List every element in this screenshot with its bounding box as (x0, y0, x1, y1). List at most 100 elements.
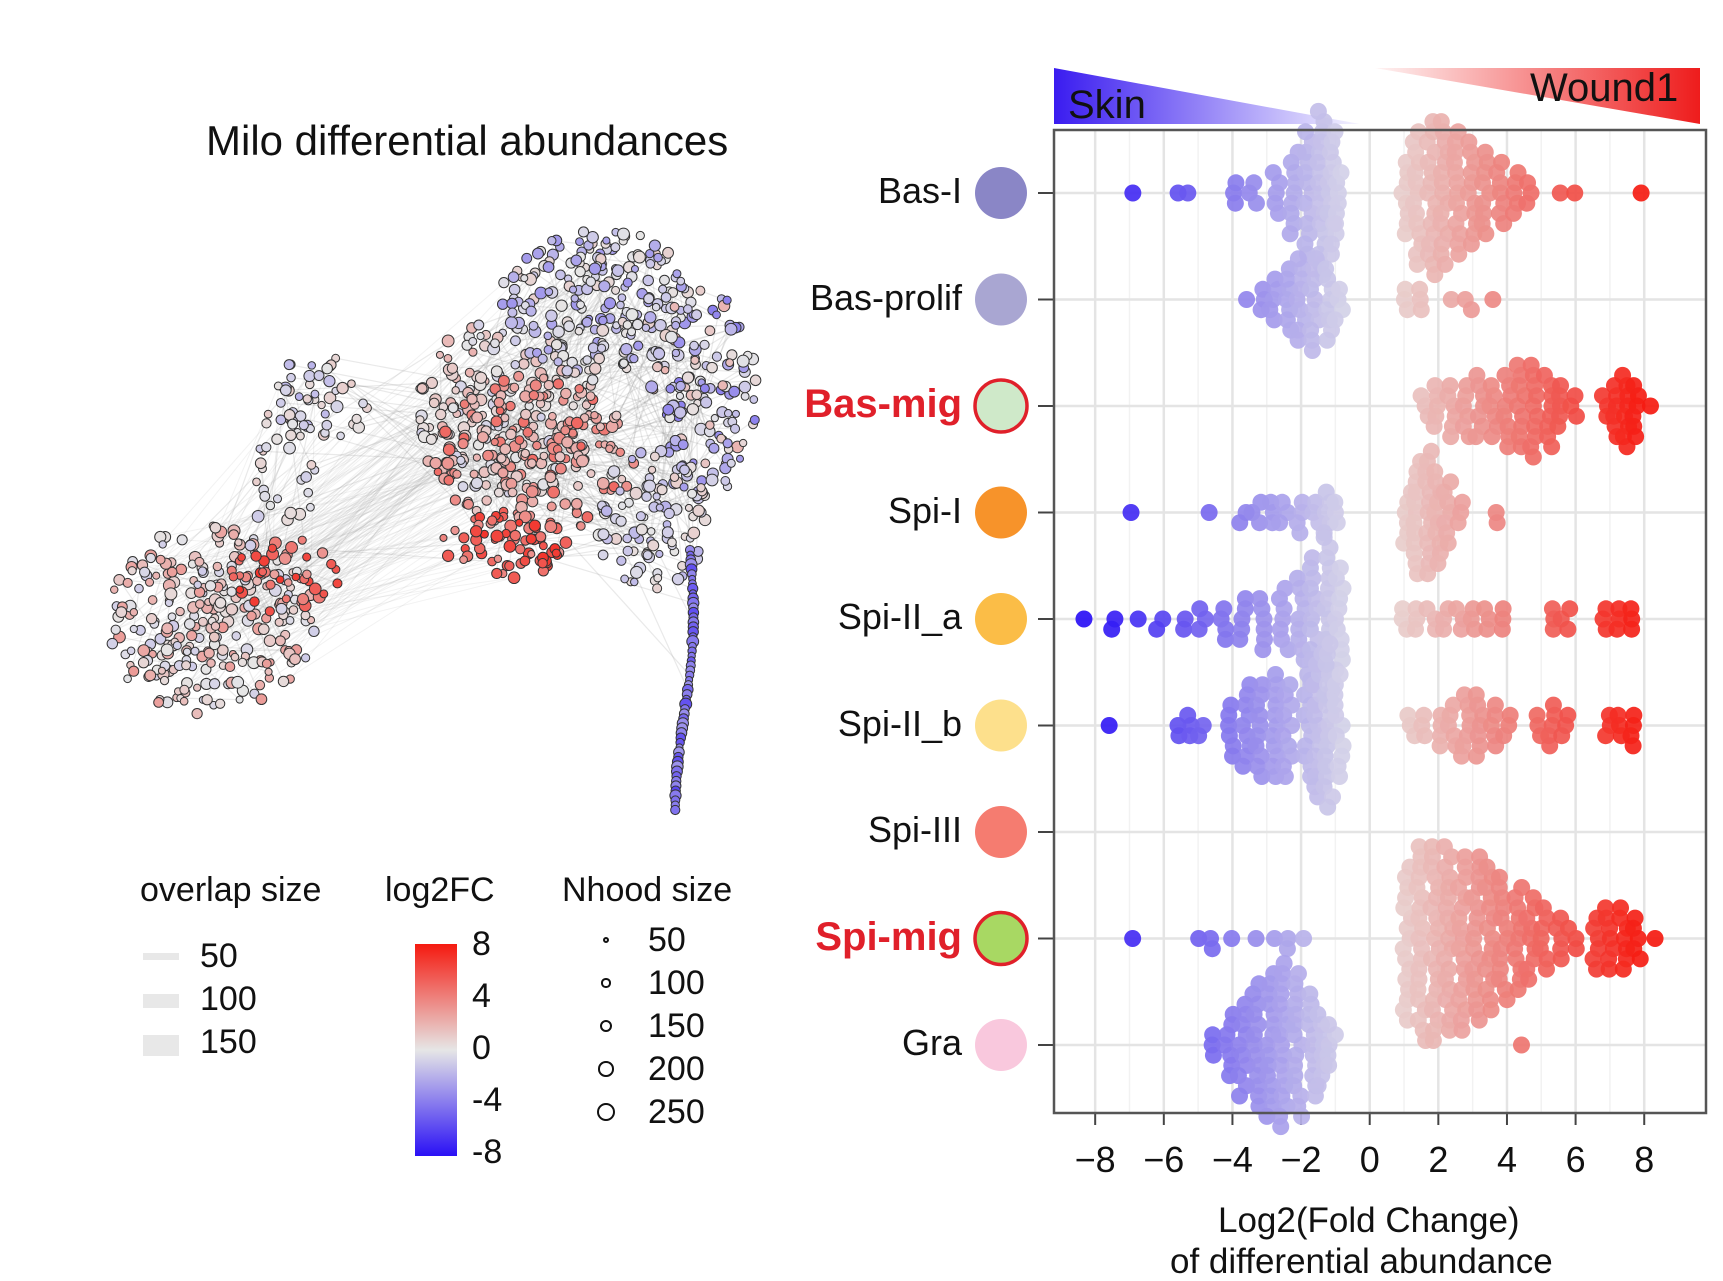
nhood-point (1293, 1108, 1310, 1125)
nhood-point (1559, 621, 1576, 638)
nhood-point (1267, 666, 1284, 683)
x-tick-label: −8 (1067, 1142, 1123, 1178)
nhood-point (1440, 535, 1457, 552)
nhood-point (1568, 408, 1585, 425)
nhood-point (1615, 961, 1632, 978)
nhood-point (1552, 185, 1569, 202)
nhood-point (1448, 600, 1465, 617)
skin-label: Skin (1068, 85, 1146, 125)
nhood-point (1101, 717, 1118, 734)
nhood-point (1612, 899, 1629, 916)
x-axis-label-line2: of differential abundance (1170, 1244, 1553, 1279)
nhood-point (1525, 449, 1542, 466)
nhood-point (1597, 727, 1614, 744)
nhood-point (1491, 869, 1508, 886)
nhood-point (1610, 707, 1627, 724)
nhood-point (1566, 387, 1583, 404)
nhood-point (1416, 727, 1433, 744)
nhood-point (1279, 940, 1296, 957)
celltype-label: Bas-prolif (810, 280, 962, 316)
nhood-point (1552, 377, 1569, 394)
x-tick-label: −4 (1204, 1142, 1260, 1178)
nhood-point (1304, 342, 1321, 359)
nhood-point (1520, 971, 1537, 988)
nhood-point (1411, 281, 1428, 298)
nhood-point (1429, 555, 1446, 572)
nhood-point (1103, 621, 1120, 638)
nhood-point (1553, 727, 1570, 744)
nhood-point (1529, 707, 1546, 724)
nhood-point (1297, 123, 1314, 140)
nhood-point (1130, 611, 1147, 628)
nhood-point (1632, 950, 1649, 967)
nhood-point (1432, 737, 1449, 754)
celltype-swatch (975, 1019, 1027, 1071)
nhood-point (1272, 1118, 1289, 1135)
nhood-point (1545, 697, 1562, 714)
nhood-point (1326, 494, 1343, 511)
nhood-point (1476, 600, 1493, 617)
nhood-point (1426, 418, 1443, 435)
nhood-point (1622, 600, 1639, 617)
celltype-label: Gra (902, 1025, 962, 1061)
x-tick-label: 2 (1410, 1142, 1466, 1178)
nhood-point (1245, 174, 1262, 191)
nhood-point (1625, 737, 1642, 754)
nhood-point (1301, 986, 1318, 1003)
nhood-point (1413, 301, 1430, 318)
nhood-point (1467, 428, 1484, 445)
figure: Milo differential abundances overlap siz… (0, 0, 1723, 1251)
nhood-point (1123, 504, 1140, 521)
nhood-point (1627, 428, 1644, 445)
nhood-point (1433, 113, 1450, 130)
nhood-point (1179, 185, 1196, 202)
nhood-point (1191, 600, 1208, 617)
celltype-swatch (975, 913, 1027, 965)
nhood-point (1274, 494, 1291, 511)
nhood-point (1559, 707, 1576, 724)
nhood-point (1463, 236, 1480, 253)
nhood-point (1453, 1022, 1470, 1039)
nhood-point (1495, 600, 1512, 617)
nhood-point (1231, 1088, 1248, 1105)
nhood-point (1627, 910, 1644, 927)
celltype-swatch (975, 700, 1027, 752)
nhood-point (1282, 225, 1299, 242)
nhood-point (1538, 961, 1555, 978)
nhood-point (1505, 205, 1522, 222)
nhood-point (1248, 930, 1265, 947)
nhood-point (1319, 332, 1336, 349)
nhood-point (1281, 676, 1298, 693)
nhood-point (1519, 174, 1536, 191)
nhood-point (1456, 848, 1473, 865)
nhood-point (1316, 529, 1333, 546)
nhood-point (1483, 428, 1500, 445)
nhood-point (1248, 195, 1265, 212)
x-tick-label: 6 (1548, 1142, 1604, 1178)
nhood-point (1609, 621, 1626, 638)
nhood-point (1623, 621, 1640, 638)
nhood-point (1413, 387, 1430, 404)
celltype-swatch (975, 487, 1027, 539)
nhood-point (1204, 940, 1221, 957)
nhood-point (1201, 504, 1218, 521)
celltype-label: Spi-II_a (838, 599, 962, 635)
nhood-point (1190, 727, 1207, 744)
nhood-point (1148, 621, 1165, 638)
nhood-point (1477, 144, 1494, 161)
celltype-label: Spi-I (888, 493, 962, 529)
nhood-point (1625, 377, 1642, 394)
nhood-point (1487, 697, 1504, 714)
nhood-point (1327, 311, 1344, 328)
nhood-point (1271, 514, 1288, 531)
nhood-point (1483, 377, 1500, 394)
nhood-point (1518, 195, 1535, 212)
nhood-point (1484, 291, 1501, 308)
celltype-swatch (975, 167, 1027, 219)
x-tick-label: 0 (1342, 1142, 1398, 1178)
nhood-point (1323, 246, 1340, 263)
nhood-point (1327, 123, 1344, 140)
nhood-point (1332, 666, 1349, 683)
nhood-point (1435, 621, 1452, 638)
nhood-point (1463, 301, 1480, 318)
